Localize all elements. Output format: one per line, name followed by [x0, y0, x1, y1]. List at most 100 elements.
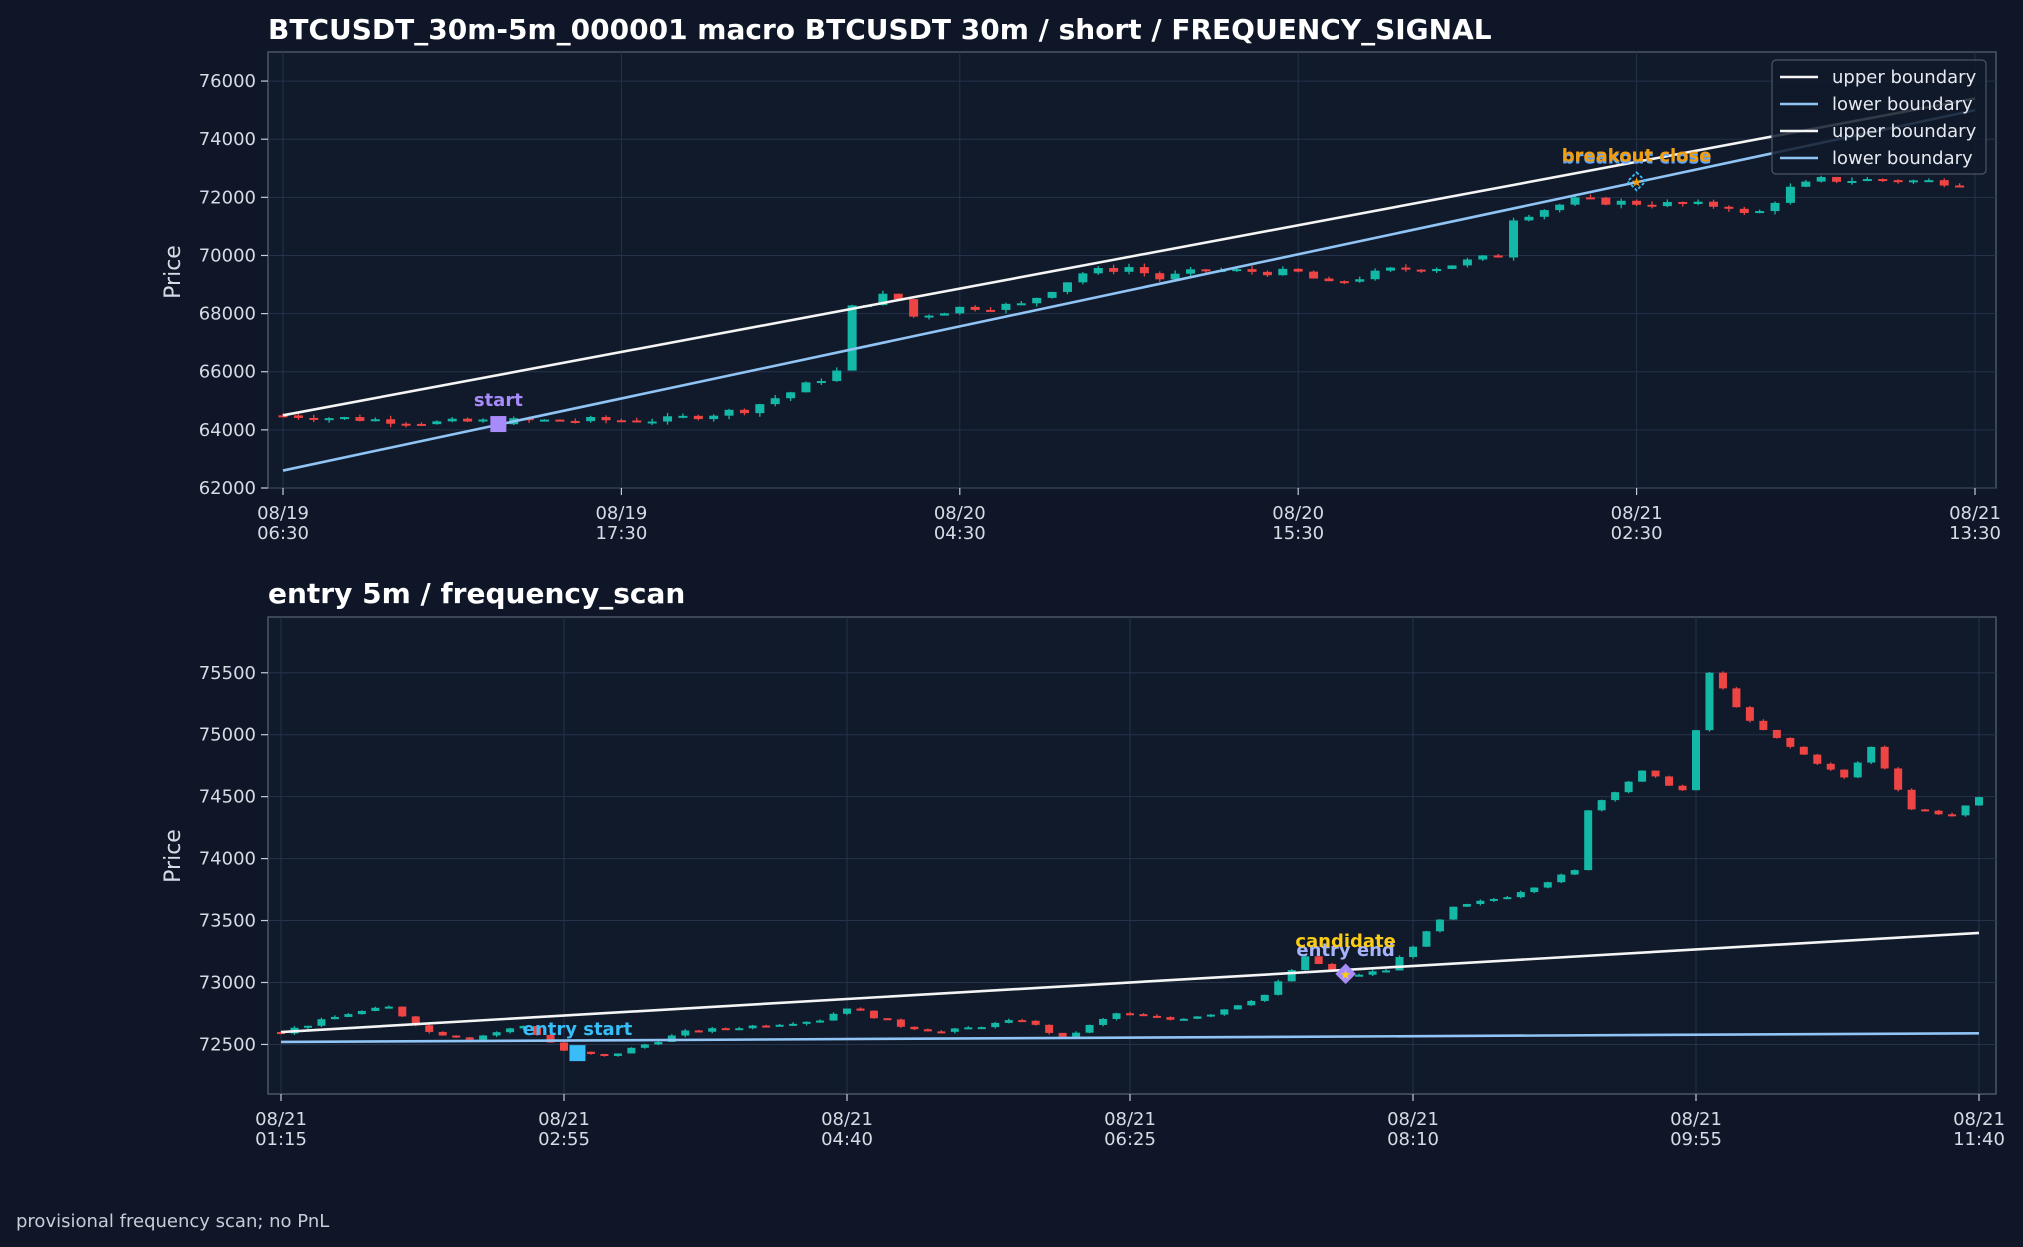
x-tick-label-date: 08/21	[1611, 503, 1663, 524]
candle-body	[479, 1035, 488, 1040]
x-tick-label-time: 01:15	[255, 1129, 307, 1150]
candle-body	[1489, 898, 1498, 901]
start-marker	[490, 416, 507, 433]
candle-body	[1624, 781, 1633, 793]
candle-body	[1047, 291, 1057, 298]
candle-body	[1447, 265, 1457, 269]
candle-body	[438, 1031, 447, 1036]
candle-body	[909, 299, 919, 317]
candle-body	[1948, 814, 1957, 817]
candle-body	[986, 309, 996, 312]
candle-body	[1462, 259, 1472, 266]
macro-x-ticks: 08/1906:3008/1917:3008/2004:3008/2015:30…	[257, 488, 2001, 544]
entry-y-axis-label: Price	[161, 829, 186, 883]
candle-body	[1867, 746, 1876, 763]
candle-body	[1893, 180, 1903, 183]
candle-body	[748, 1025, 757, 1029]
candle-body	[1739, 208, 1749, 213]
candle-body	[324, 418, 334, 421]
candle-body	[317, 1019, 326, 1026]
candle-body	[463, 418, 473, 422]
y-tick-label: 73500	[199, 911, 256, 932]
candle-body	[1314, 956, 1323, 964]
candle-body	[1955, 185, 1965, 188]
candle-body	[1724, 206, 1734, 209]
candle-body	[1975, 797, 1983, 806]
candle-body	[1832, 177, 1842, 182]
candle-body	[1179, 1018, 1188, 1021]
x-tick-label-time: 17:30	[595, 523, 647, 544]
candle-body	[1478, 255, 1488, 260]
macro-boundaries	[282, 97, 1976, 472]
candle-body	[1016, 303, 1026, 306]
candle-body	[411, 1016, 420, 1026]
candle-body	[1709, 201, 1719, 207]
x-tick-label-date: 08/21	[1953, 1109, 2005, 1130]
star-marker: ★	[1631, 175, 1643, 190]
candle-body	[739, 409, 749, 414]
candle-body	[1939, 180, 1949, 186]
y-tick-label: 70000	[199, 245, 256, 266]
candle-body	[586, 1051, 595, 1054]
candle-body	[1921, 809, 1930, 812]
candle-body	[775, 1024, 784, 1027]
y-tick-label: 75500	[199, 663, 256, 684]
candle-body	[1201, 269, 1211, 272]
candle-body	[357, 1010, 366, 1015]
candle-body	[939, 313, 949, 316]
candle-body	[1382, 970, 1391, 973]
candle-body	[1058, 1032, 1067, 1037]
candle-body	[1262, 271, 1272, 276]
candle-body	[1031, 1020, 1040, 1025]
candle-body	[355, 417, 365, 421]
candle-body	[519, 1025, 528, 1029]
candle-body	[600, 1053, 609, 1056]
candle-body	[1355, 974, 1364, 977]
candle-body	[1293, 268, 1303, 272]
candle-body	[1170, 273, 1180, 280]
candle-body	[1370, 270, 1380, 280]
candle-body	[1705, 672, 1714, 731]
candle-body	[398, 1006, 407, 1017]
x-tick-label-date: 08/21	[255, 1109, 307, 1130]
candle-body	[401, 423, 411, 426]
candle-body	[344, 1014, 353, 1017]
candle-body	[1409, 946, 1417, 958]
x-tick-label-time: 09:55	[1670, 1129, 1722, 1150]
candle-body	[1206, 1014, 1215, 1017]
candle-body	[1368, 971, 1377, 975]
candle-body	[616, 420, 626, 423]
candle-body	[1001, 303, 1011, 310]
candle-body	[1476, 900, 1485, 905]
end-marker	[1335, 963, 1356, 985]
candle-body	[1585, 197, 1595, 200]
entry-y-ticks: 72500 73000 73500 74000 74500 75000 75500	[199, 663, 268, 1055]
candle-body	[1785, 186, 1795, 203]
x-tick-label-date: 08/20	[1272, 503, 1324, 524]
candle-body	[1152, 1015, 1161, 1018]
candle-body	[1597, 800, 1606, 811]
candle-body	[1908, 180, 1918, 183]
entry-chart-title: entry 5m / frequency_scan	[268, 577, 685, 610]
candle-body	[1934, 810, 1943, 815]
candle-body	[1557, 874, 1566, 883]
candle-body	[1524, 216, 1534, 221]
candle-body	[465, 1037, 474, 1040]
legend-label-upper-boundary: upper boundary	[1832, 67, 1977, 88]
candle-body	[1432, 268, 1442, 272]
candle-body	[923, 1029, 932, 1032]
candle-body	[869, 1010, 878, 1019]
candle-body	[1539, 210, 1549, 217]
candle-body	[1611, 792, 1620, 801]
upper-boundary-line	[280, 931, 1980, 1034]
candle-body	[1247, 269, 1257, 272]
candle-body	[1062, 282, 1072, 292]
candle-body	[555, 419, 565, 422]
entry-x-ticks: 08/2101:1508/2102:5508/2104:4008/2106:25…	[255, 1094, 2005, 1150]
candle-body	[370, 419, 380, 422]
candle-body	[1853, 762, 1862, 778]
candle-body	[632, 420, 642, 423]
candle-body	[1543, 882, 1552, 888]
x-tick-label-date: 08/19	[595, 503, 647, 524]
